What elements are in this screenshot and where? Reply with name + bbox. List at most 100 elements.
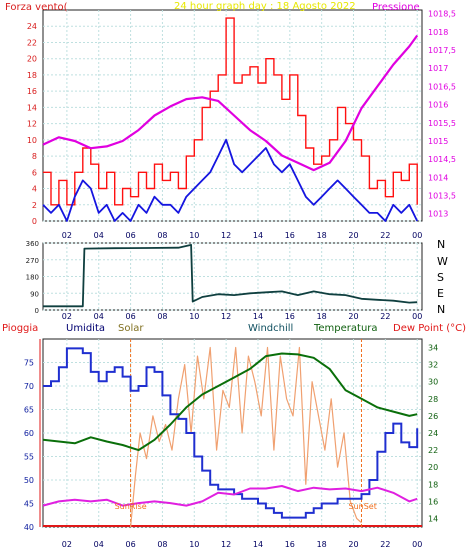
x-tick-label: 20 (348, 540, 358, 549)
y-tick-label-left: 22 (27, 38, 37, 47)
x-tick-label: 02 (62, 540, 72, 549)
dew-point-series-line (42, 485, 418, 507)
x-tick-label: 00 (412, 231, 422, 240)
y-tick-label-left: 16 (27, 87, 37, 96)
temperature-series-line (42, 352, 418, 452)
y-tick-label-left: 24 (27, 22, 37, 31)
x-tick-label: 20 (348, 312, 358, 321)
y-tick-label-right: 1017,5 (428, 46, 456, 55)
humidity-tick-label: 45 (24, 500, 34, 509)
x-tick-label: 22 (380, 540, 390, 549)
x-tick-label: 04 (94, 231, 104, 240)
y-tick-label-right: 1018,5 (428, 10, 456, 19)
y-tick-label: 90 (30, 290, 39, 298)
compass-label: S (437, 271, 444, 284)
x-tick-label: 08 (157, 312, 167, 321)
y-tick-label-right: 1015 (428, 137, 448, 146)
humidity-tick-label: 50 (24, 476, 34, 485)
x-tick-label: 00 (412, 312, 422, 321)
compass-label: W (437, 255, 448, 268)
gust-series-line (43, 17, 418, 206)
left-axis-title: Forza vento( (5, 2, 68, 13)
y-tick-label-right: 1015,5 (428, 119, 456, 128)
y-tick-label-right: 1018 (428, 28, 448, 37)
wind-direction-series-line (43, 243, 418, 308)
x-tick-label: 08 (157, 540, 167, 549)
x-tick-label: 20 (348, 231, 358, 240)
x-tick-label: 12 (221, 312, 231, 321)
x-tick-label: 14 (253, 540, 263, 549)
y-tick-label-left: 6 (32, 168, 37, 177)
x-tick-label: 10 (189, 231, 199, 240)
y-tick-label-left: 10 (27, 136, 37, 145)
humidity-tick-label: 70 (24, 382, 34, 391)
x-tick-label: 18 (317, 540, 327, 549)
x-tick-label: 00 (412, 540, 422, 549)
legend-label: Umidita (66, 323, 105, 334)
x-tick-label: 10 (189, 540, 199, 549)
humidity-tick-label: 65 (24, 406, 34, 415)
temperature-tick-label: 22 (428, 446, 438, 455)
humidity-tick-label: 55 (24, 453, 34, 462)
legend-label: Solar (118, 323, 144, 334)
temperature-tick-label: 18 (428, 480, 438, 489)
x-tick-label: 18 (317, 312, 327, 321)
x-tick-label: 04 (94, 540, 104, 549)
temperature-tick-label: 14 (428, 514, 438, 523)
x-tick-label: 12 (221, 540, 231, 549)
humidity-tick-label: 60 (24, 429, 34, 438)
pressure-series-line (42, 34, 419, 172)
y-tick-label-right: 1014 (428, 173, 448, 182)
y-tick-label-left: 14 (27, 103, 37, 112)
y-tick-label: 360 (26, 240, 39, 248)
x-tick-label: 16 (285, 312, 295, 321)
x-tick-label: 06 (125, 312, 135, 321)
y-tick-label-left: 18 (27, 71, 37, 80)
y-tick-label-right: 1016,5 (428, 82, 456, 91)
y-tick-label: 270 (26, 257, 39, 265)
y-tick-label-right: 1016 (428, 101, 448, 110)
x-tick-label: 22 (380, 231, 390, 240)
temperature-tick-label: 32 (428, 361, 438, 370)
y-tick-label-right: 1014,5 (428, 155, 456, 164)
x-tick-label: 10 (189, 312, 199, 321)
x-tick-label: 02 (62, 231, 72, 240)
chart-title: 24 hour graph day : 18 Agosto 2022 (174, 1, 356, 12)
x-tick-label: 14 (253, 231, 263, 240)
legend-label: Windchill (248, 323, 293, 334)
y-tick-label-left: 20 (27, 55, 37, 64)
y-tick-label-right: 1013 (428, 210, 448, 219)
x-tick-label: 02 (62, 312, 72, 321)
temperature-tick-label: 26 (428, 412, 438, 421)
x-tick-label: 18 (317, 231, 327, 240)
x-tick-label: 06 (125, 540, 135, 549)
legend-label: Pioggia (2, 323, 38, 334)
sunset-label: SunSet (348, 502, 376, 511)
compass-label: E (437, 287, 444, 300)
right-axis-title: Pressione (372, 2, 420, 13)
wind-pressure-chart: 02468101214161820222410131013,510141014,… (5, 1, 456, 240)
humidity-tick-label: 75 (24, 359, 34, 368)
humidity-series-line (43, 347, 419, 519)
temperature-tick-label: 34 (428, 344, 438, 353)
temperature-tick-label: 16 (428, 497, 438, 506)
humidity-tick-label: 40 (24, 523, 34, 532)
y-tick-label-right: 1017 (428, 64, 448, 73)
x-tick-label: 06 (125, 231, 135, 240)
y-tick-label-left: 2 (32, 201, 37, 210)
legend-label: Temperatura (313, 323, 378, 334)
temperature-tick-label: 24 (428, 429, 438, 438)
temperature-humidity-chart: 40 45 50 55 60 65 70 75 14 16 18 20 22 24 26 28 30 32 34 Su… (2, 323, 466, 549)
x-tick-label: 16 (285, 540, 295, 549)
compass-label: N (437, 238, 445, 251)
temperature-tick-label: 20 (428, 463, 438, 472)
sunrise-label: SunRise (115, 502, 147, 511)
x-tick-label: 08 (157, 231, 167, 240)
temperature-tick-label: 30 (428, 378, 438, 387)
y-tick-label: 180 (26, 274, 39, 282)
x-tick-label: 22 (380, 312, 390, 321)
temperature-tick-label: 28 (428, 395, 438, 404)
x-tick-label: 12 (221, 231, 231, 240)
